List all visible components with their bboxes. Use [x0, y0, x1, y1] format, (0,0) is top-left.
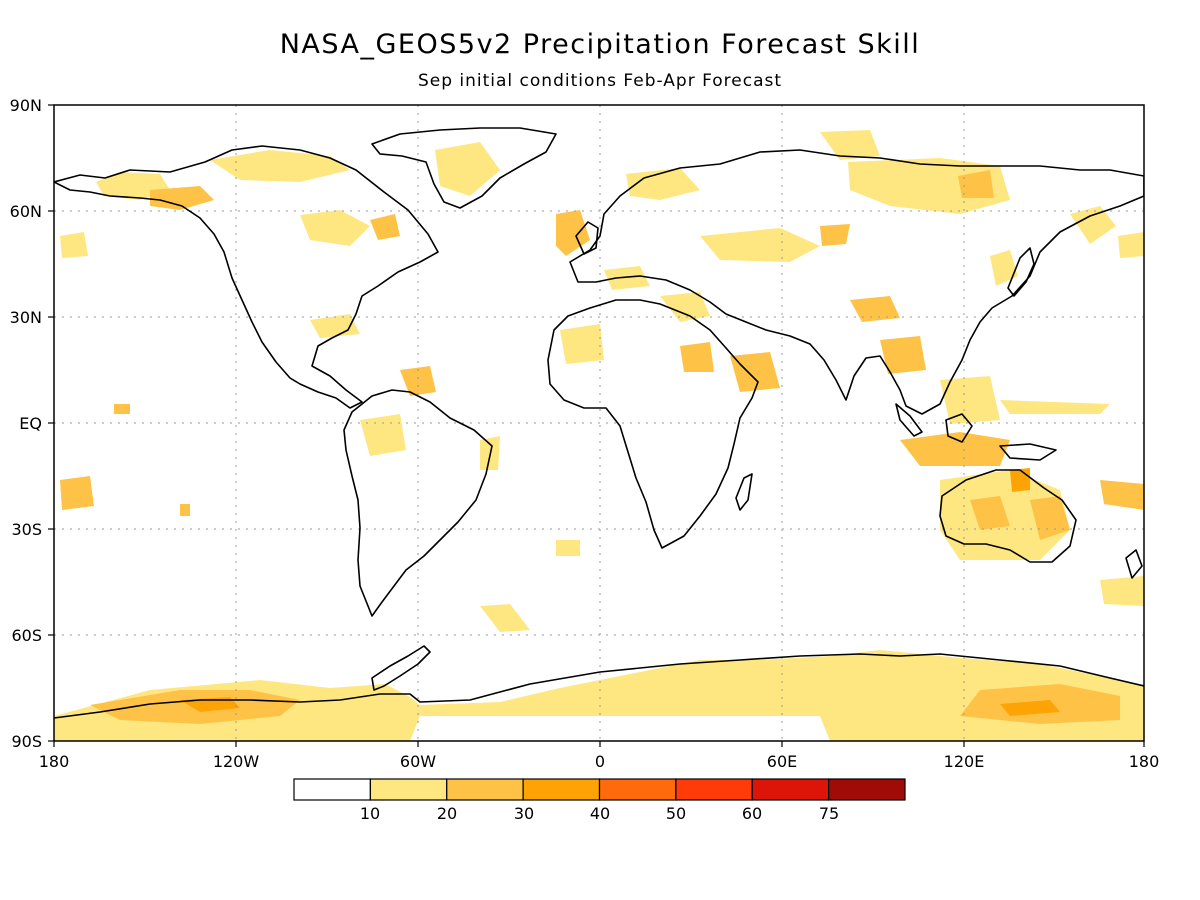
color-scale-labels: 10 20 30 40 50 60 75 [360, 804, 839, 823]
lat-label: 90S [11, 732, 42, 751]
greenland-outline [371, 127, 557, 209]
coastlines [54, 127, 1144, 719]
lat-label: 90N [10, 96, 42, 115]
latitude-tick-marks [48, 104, 54, 742]
lon-label: 180 [39, 752, 70, 771]
new-guinea-outline [999, 443, 1057, 461]
legend-swatch [293, 778, 371, 801]
antarctica-skill-shading [54, 650, 1144, 741]
south-america-outline [343, 389, 493, 617]
africa-outline [547, 299, 759, 549]
british-isles-outline [575, 221, 599, 255]
latitude-labels: 90N 60N 30N EQ 30S 60S 90S [10, 96, 42, 751]
legend-label: 40 [590, 804, 610, 823]
skill-patches [60, 130, 1144, 632]
lon-label: 0 [595, 752, 605, 771]
map-subtitle: Sep initial conditions Feb-Apr Forecast [418, 71, 782, 91]
lat-label: 60S [11, 626, 42, 645]
lon-label: 180 [1129, 752, 1160, 771]
antarctic-peninsula-outline [371, 645, 431, 691]
color-scale-swatches [293, 778, 906, 801]
legend-label: 75 [819, 804, 839, 823]
legend-swatch [751, 778, 830, 801]
legend-swatch [598, 778, 677, 801]
sumatra-outline [895, 403, 923, 437]
lat-label: 60N [10, 202, 42, 221]
legend-swatch [446, 778, 524, 801]
borneo-outline [945, 413, 973, 443]
lat-label: 30S [11, 520, 42, 539]
legend-label: 60 [742, 804, 762, 823]
lon-label: 60E [767, 752, 797, 771]
map-title: NASA_GEOS5v2 Precipitation Forecast Skil… [280, 29, 921, 60]
map-plot-area [48, 104, 1145, 747]
eurasia-outline [569, 149, 1144, 415]
new-zealand-outline [1125, 549, 1143, 579]
antarctica-outline [54, 653, 1144, 719]
legend-swatch [675, 778, 753, 801]
color-scale-legend: 10 20 30 40 50 60 75 [293, 778, 906, 823]
legend-label: 50 [666, 804, 686, 823]
madagascar-outline [735, 473, 753, 511]
legend-label: 20 [437, 804, 457, 823]
lon-label: 120W [213, 752, 260, 771]
legend-label: 30 [514, 804, 534, 823]
legend-swatch [369, 778, 448, 801]
lat-label: EQ [19, 414, 42, 433]
lon-label: 60W [400, 752, 436, 771]
australia-outline [939, 469, 1077, 563]
legend-swatch [828, 778, 906, 801]
north-america-outline [54, 145, 439, 409]
legend-label: 10 [360, 804, 380, 823]
longitude-labels: 180 120W 60W 0 60E 120E 180 [39, 752, 1160, 771]
lat-label: 30N [10, 308, 42, 327]
graticule [54, 105, 1144, 741]
legend-swatch [522, 778, 601, 801]
lon-label: 120E [944, 752, 985, 771]
longitude-tick-marks [53, 741, 1145, 747]
japan-outline [1007, 247, 1035, 297]
